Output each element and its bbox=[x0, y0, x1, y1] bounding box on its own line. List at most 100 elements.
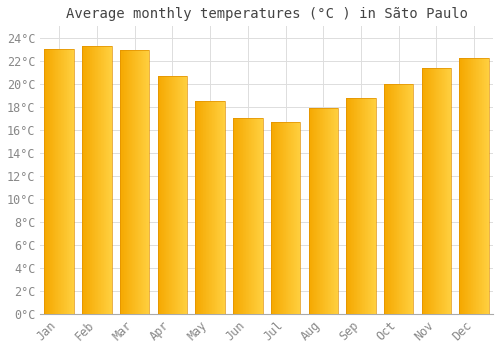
Bar bbox=[184, 76, 185, 314]
Bar bbox=[214, 101, 215, 314]
Bar bbox=[471, 58, 472, 314]
Bar bbox=[120, 50, 122, 314]
Bar bbox=[180, 76, 181, 314]
Bar bbox=[407, 84, 408, 314]
Bar bbox=[293, 122, 294, 314]
Bar bbox=[82, 46, 83, 314]
Bar bbox=[314, 108, 315, 314]
Bar bbox=[62, 49, 63, 314]
Bar bbox=[475, 58, 476, 314]
Bar bbox=[336, 108, 338, 314]
Bar bbox=[398, 84, 400, 314]
Bar bbox=[181, 76, 182, 314]
Bar bbox=[91, 46, 92, 314]
Bar bbox=[126, 50, 128, 314]
Bar bbox=[171, 76, 172, 314]
Bar bbox=[45, 49, 46, 314]
Bar bbox=[460, 58, 489, 314]
Bar bbox=[261, 118, 262, 314]
Bar bbox=[253, 118, 254, 314]
Bar bbox=[88, 46, 89, 314]
Bar bbox=[282, 122, 284, 314]
Bar bbox=[287, 122, 288, 314]
Bar bbox=[483, 58, 484, 314]
Bar bbox=[347, 98, 348, 314]
Bar bbox=[99, 46, 100, 314]
Bar bbox=[140, 50, 141, 314]
Bar bbox=[213, 101, 214, 314]
Bar bbox=[252, 118, 253, 314]
Bar bbox=[280, 122, 281, 314]
Bar bbox=[436, 68, 437, 314]
Bar bbox=[432, 68, 433, 314]
Bar bbox=[409, 84, 410, 314]
Bar bbox=[260, 118, 261, 314]
Bar bbox=[248, 118, 250, 314]
Bar bbox=[433, 68, 434, 314]
Bar bbox=[354, 98, 355, 314]
Bar bbox=[434, 68, 435, 314]
Bar bbox=[423, 68, 424, 314]
Bar bbox=[463, 58, 464, 314]
Bar bbox=[272, 122, 273, 314]
Bar bbox=[167, 76, 168, 314]
Bar bbox=[410, 84, 411, 314]
Bar bbox=[318, 108, 319, 314]
Bar bbox=[408, 84, 409, 314]
Bar bbox=[466, 58, 467, 314]
Bar bbox=[57, 49, 58, 314]
Bar bbox=[92, 46, 93, 314]
Bar bbox=[102, 46, 103, 314]
Bar bbox=[374, 98, 375, 314]
Bar bbox=[141, 50, 142, 314]
Bar bbox=[335, 108, 336, 314]
Bar bbox=[429, 68, 430, 314]
Bar bbox=[279, 122, 280, 314]
Bar bbox=[237, 118, 238, 314]
Bar bbox=[373, 98, 374, 314]
Bar bbox=[96, 46, 97, 314]
Bar bbox=[281, 122, 282, 314]
Bar bbox=[449, 68, 450, 314]
Bar bbox=[447, 68, 448, 314]
Bar bbox=[159, 76, 160, 314]
Bar bbox=[204, 101, 205, 314]
Bar bbox=[72, 49, 73, 314]
Bar bbox=[177, 76, 178, 314]
Bar bbox=[443, 68, 444, 314]
Bar bbox=[360, 98, 361, 314]
Bar bbox=[138, 50, 139, 314]
Bar bbox=[472, 58, 474, 314]
Bar bbox=[107, 46, 108, 314]
Bar bbox=[233, 118, 262, 314]
Bar bbox=[430, 68, 432, 314]
Bar bbox=[178, 76, 179, 314]
Bar bbox=[450, 68, 451, 314]
Bar bbox=[215, 101, 216, 314]
Bar bbox=[147, 50, 148, 314]
Bar bbox=[94, 46, 96, 314]
Bar bbox=[333, 108, 334, 314]
Bar bbox=[468, 58, 469, 314]
Bar bbox=[311, 108, 312, 314]
Bar bbox=[401, 84, 402, 314]
Bar bbox=[441, 68, 442, 314]
Bar bbox=[389, 84, 390, 314]
Bar bbox=[66, 49, 68, 314]
Bar bbox=[254, 118, 255, 314]
Bar bbox=[442, 68, 443, 314]
Bar bbox=[470, 58, 471, 314]
Bar bbox=[288, 122, 289, 314]
Bar bbox=[366, 98, 367, 314]
Bar bbox=[56, 49, 57, 314]
Bar bbox=[68, 49, 70, 314]
Bar bbox=[124, 50, 125, 314]
Bar bbox=[321, 108, 322, 314]
Bar bbox=[242, 118, 244, 314]
Bar bbox=[158, 76, 159, 314]
Bar bbox=[164, 76, 165, 314]
Bar bbox=[448, 68, 449, 314]
Bar bbox=[485, 58, 486, 314]
Bar bbox=[286, 122, 287, 314]
Bar bbox=[240, 118, 241, 314]
